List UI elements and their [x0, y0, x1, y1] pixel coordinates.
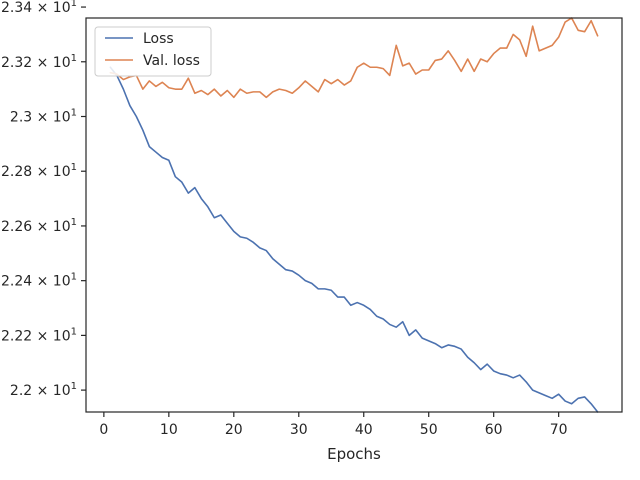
y-tick-label: 2.3 × 101	[10, 108, 77, 126]
x-tick-label: 20	[225, 422, 243, 438]
y-tick-label: 2.34 × 101	[1, 0, 77, 16]
legend-label-val-loss: Val. loss	[143, 53, 200, 69]
x-tick-label: 60	[485, 422, 503, 438]
plot-frame	[85, 17, 623, 413]
y-tick-label: 2.22 × 101	[1, 326, 77, 344]
legend: Loss Val. loss	[94, 26, 212, 77]
x-tick-label: 10	[160, 422, 178, 438]
y-tick-label: 2.28 × 101	[1, 162, 77, 180]
y-tick-label: 2.2 × 101	[10, 381, 77, 399]
series-line-val-loss	[109, 17, 599, 99]
series-layer	[109, 17, 599, 413]
x-axis-label: Epochs	[327, 445, 381, 463]
x-tick-label: 40	[355, 422, 373, 438]
plot-area	[86, 18, 622, 412]
y-tick-label: 2.26 × 101	[1, 217, 77, 235]
x-axis-ticks: 0 10 20 30 40 50 60 70	[99, 412, 568, 438]
legend-label-loss: Loss	[143, 31, 174, 47]
series-line-loss	[109, 66, 599, 413]
x-tick-label: 70	[550, 422, 568, 438]
y-tick-label: 2.32 × 101	[1, 53, 77, 71]
y-tick-label: 2.24 × 101	[1, 272, 77, 290]
x-tick-label: 50	[420, 422, 438, 438]
legend-box	[94, 26, 212, 77]
x-tick-label: 30	[290, 422, 308, 438]
y-axis-ticks: 2.2 × 101 2.22 × 101 2.24 × 101 2.26 × 101 2…	[1, 0, 86, 399]
x-tick-label: 0	[99, 422, 108, 438]
